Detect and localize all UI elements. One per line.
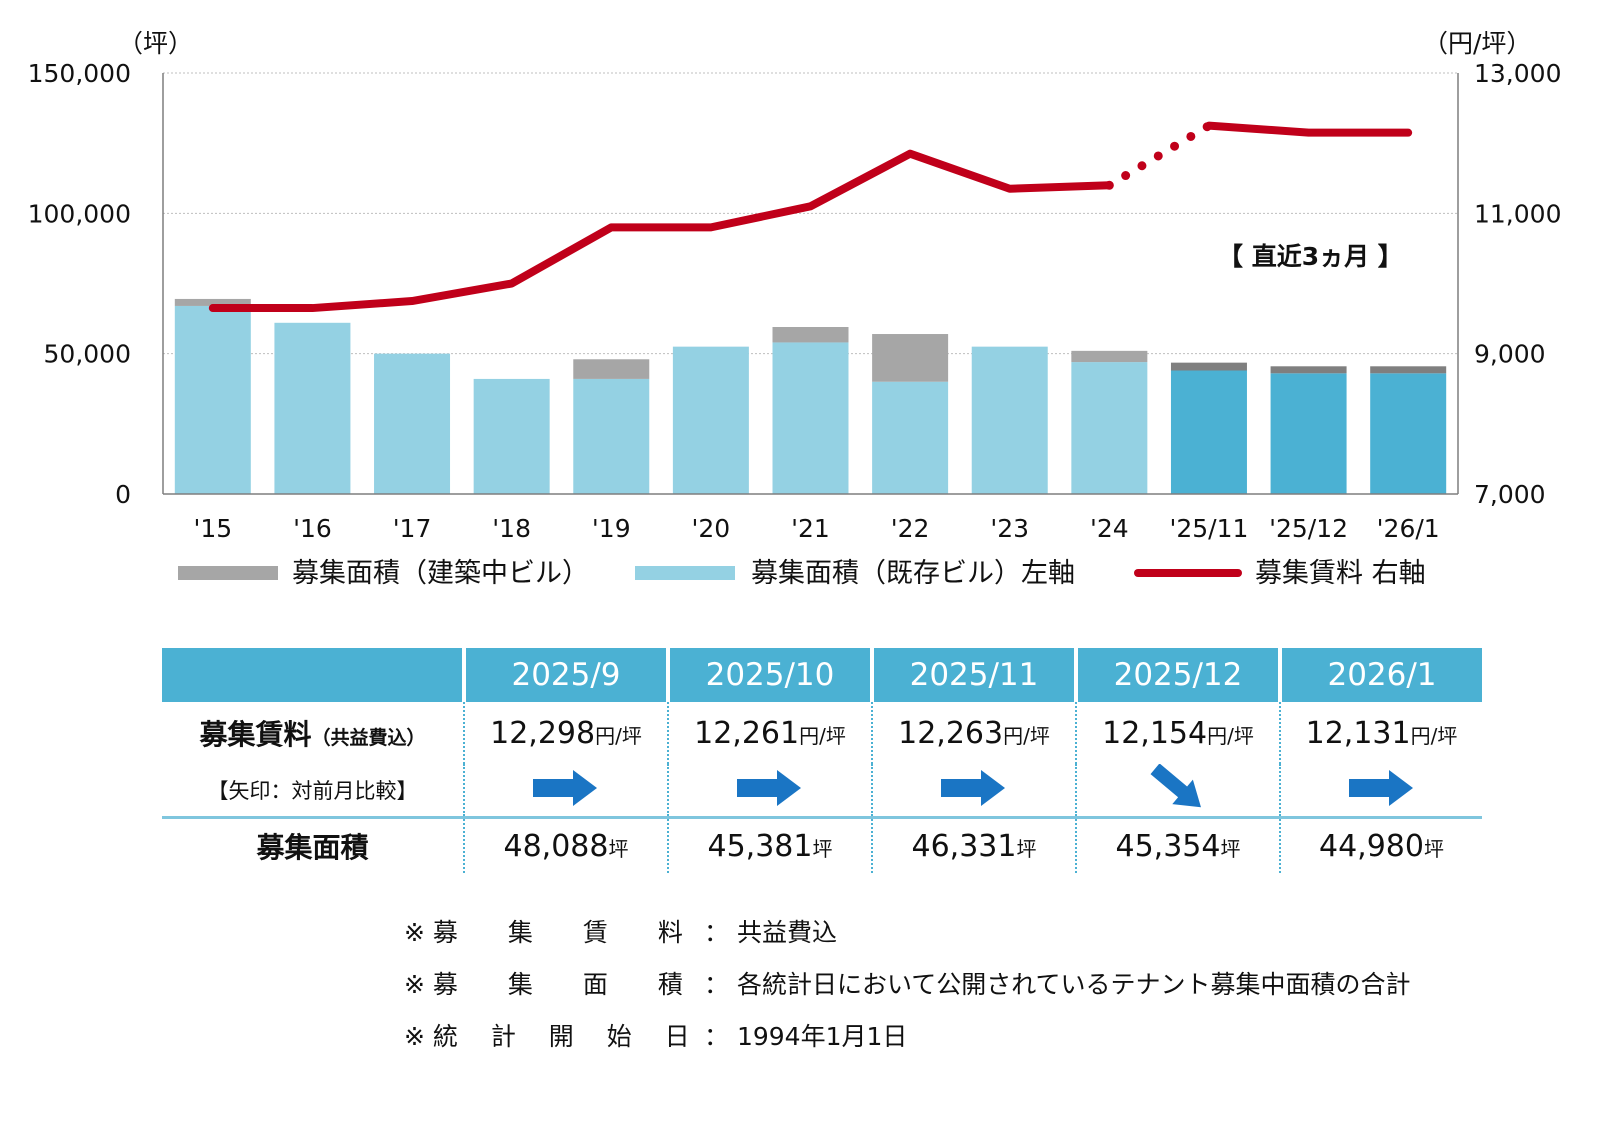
- table-row-rent: 募集賃料（共益費込） 12,298円/坪 12,261円/坪 12,263円/坪…: [162, 702, 1482, 764]
- x-axis-tick-label: '18: [492, 514, 531, 543]
- footnote-line: ※ 募 集 面 積： 各統計日において公開されているテナント募集中面積の合計: [404, 970, 1411, 999]
- left-axis-tick-label: 150,000: [28, 59, 131, 88]
- table-row-arrow: 【矢印：対前月比較】: [162, 764, 1482, 818]
- right-axis-tick-label: 9,000: [1474, 340, 1546, 369]
- bar-existing: [1071, 362, 1148, 494]
- bar-construction: [1170, 362, 1247, 371]
- bar-construction: [772, 327, 849, 343]
- legend-label-construction: 募集面積（建築中ビル）: [292, 558, 589, 589]
- x-axis-tick-label: '22: [891, 514, 930, 543]
- legend-swatch-construction: [178, 566, 278, 580]
- x-axis-tick-label: '26/1: [1377, 514, 1440, 543]
- footnotes: ※ 募 集 賃 料： 共益費込 ※ 募 集 面 積： 各統計日において公開されて…: [404, 905, 1410, 1061]
- bar-existing: [473, 378, 550, 494]
- right-axis-tick-label: 13,000: [1474, 59, 1561, 88]
- bar-existing: [872, 381, 949, 494]
- bar-construction: [174, 298, 251, 306]
- bar-existing: [274, 322, 351, 494]
- table-header-month: 2025/12: [1074, 648, 1280, 702]
- right-axis-tick-label: 11,000: [1474, 199, 1561, 228]
- legend-swatch-existing: [635, 566, 735, 580]
- area-value-cell: 44,980坪: [1279, 816, 1482, 873]
- bar-existing: [1170, 370, 1247, 494]
- bar-construction: [1270, 366, 1347, 374]
- legend-label-rent: 募集賃料 右軸: [1255, 558, 1426, 589]
- arrow-right-icon: [533, 770, 597, 806]
- arrow-row-label: 【矢印：対前月比較】: [207, 779, 418, 803]
- x-axis-tick-label: '20: [692, 514, 731, 543]
- area-value-cell: 45,381坪: [667, 816, 872, 873]
- x-axis-tick-label: '16: [293, 514, 332, 543]
- table-header-month: 2025/9: [462, 648, 668, 702]
- area-value-cell: 48,088坪: [463, 816, 668, 873]
- bar-series: [174, 298, 1447, 494]
- rent-value-cell: 12,131円/坪: [1279, 702, 1482, 764]
- rent-value-cell: 12,263円/坪: [871, 702, 1076, 764]
- x-axis-tick-label: '25/12: [1269, 514, 1348, 543]
- rent-line-bridge-dotted: [1104, 121, 1214, 190]
- x-axis-tick-label: '23: [990, 514, 1029, 543]
- table-header-month: 2025/10: [666, 648, 872, 702]
- x-axis-tick-label: '24: [1090, 514, 1129, 543]
- x-axis-tick-label: '21: [791, 514, 830, 543]
- rent-value-cell: 12,298円/坪: [463, 702, 668, 764]
- x-axis-tick-label: '17: [393, 514, 432, 543]
- arrow-down-right-icon: [1150, 764, 1201, 808]
- bar-existing: [971, 346, 1048, 494]
- bar-construction: [573, 359, 650, 379]
- table-header-month: 2026/1: [1278, 648, 1482, 702]
- table-row-area: 募集面積 48,088坪 45,381坪 46,331坪 45,354坪 44,…: [162, 816, 1482, 873]
- bar-existing: [772, 342, 849, 494]
- left-axis-unit: （坪）: [118, 29, 193, 58]
- footnote-line: ※ 統 計 開 始 日： 1994年1月1日: [404, 1022, 908, 1051]
- bar-existing: [374, 353, 451, 494]
- rent-value-cell: 12,154円/坪: [1075, 702, 1280, 764]
- left-axis-tick-label: 0: [115, 480, 131, 509]
- x-axis-tick-label: '25/11: [1170, 514, 1249, 543]
- x-axis-tick-label: '19: [592, 514, 631, 543]
- bar-existing: [174, 305, 251, 494]
- rent-area-chart: 0 50,000 100,000 150,000 7,000 9,000 11,000 13,…: [28, 29, 1562, 589]
- left-axis-tick-label: 100,000: [28, 199, 131, 228]
- rent-row-label: 募集賃料（共益費込）: [199, 718, 426, 751]
- recent-3-months-annotation: 【 直近3ヵ月 】: [1218, 242, 1403, 271]
- bar-existing: [1270, 373, 1347, 494]
- table-header-blank: [162, 648, 464, 702]
- area-value-cell: 45,354坪: [1075, 816, 1280, 873]
- bar-existing: [672, 346, 749, 494]
- axes: 0 50,000 100,000 150,000 7,000 9,000 11,000 13,…: [28, 59, 1562, 543]
- left-axis-tick-label: 50,000: [44, 340, 131, 369]
- arrow-right-icon: [941, 770, 1005, 806]
- legend-label-existing: 募集面積（既存ビル）左軸: [751, 558, 1075, 589]
- bar-construction: [872, 334, 949, 382]
- rent-line-series: [208, 121, 1413, 313]
- bar-construction: [1071, 350, 1148, 363]
- area-row-label: 募集面積: [162, 816, 464, 873]
- x-axis-tick-label: '15: [193, 514, 232, 543]
- table-header-month: 2025/11: [870, 648, 1076, 702]
- rent-line-recent: [1204, 121, 1413, 137]
- right-axis-unit: （円/坪）: [1423, 29, 1531, 58]
- grid-lines: [163, 72, 1458, 355]
- bar-construction: [1370, 366, 1447, 374]
- footnote-line: ※ 募 集 賃 料： 共益費込: [404, 918, 837, 947]
- monthly-summary-table: 2025/9 2025/10 2025/11 2025/12 2026/1 募集…: [162, 648, 1482, 873]
- arrow-right-icon: [737, 770, 801, 806]
- rent-value-cell: 12,261円/坪: [667, 702, 872, 764]
- arrow-right-icon: [1348, 770, 1413, 806]
- bar-existing: [1370, 373, 1447, 494]
- area-value-cell: 46,331坪: [871, 816, 1076, 873]
- right-axis-tick-label: 7,000: [1474, 480, 1546, 509]
- bar-existing: [573, 378, 650, 494]
- rent-line-annual: [208, 149, 1114, 313]
